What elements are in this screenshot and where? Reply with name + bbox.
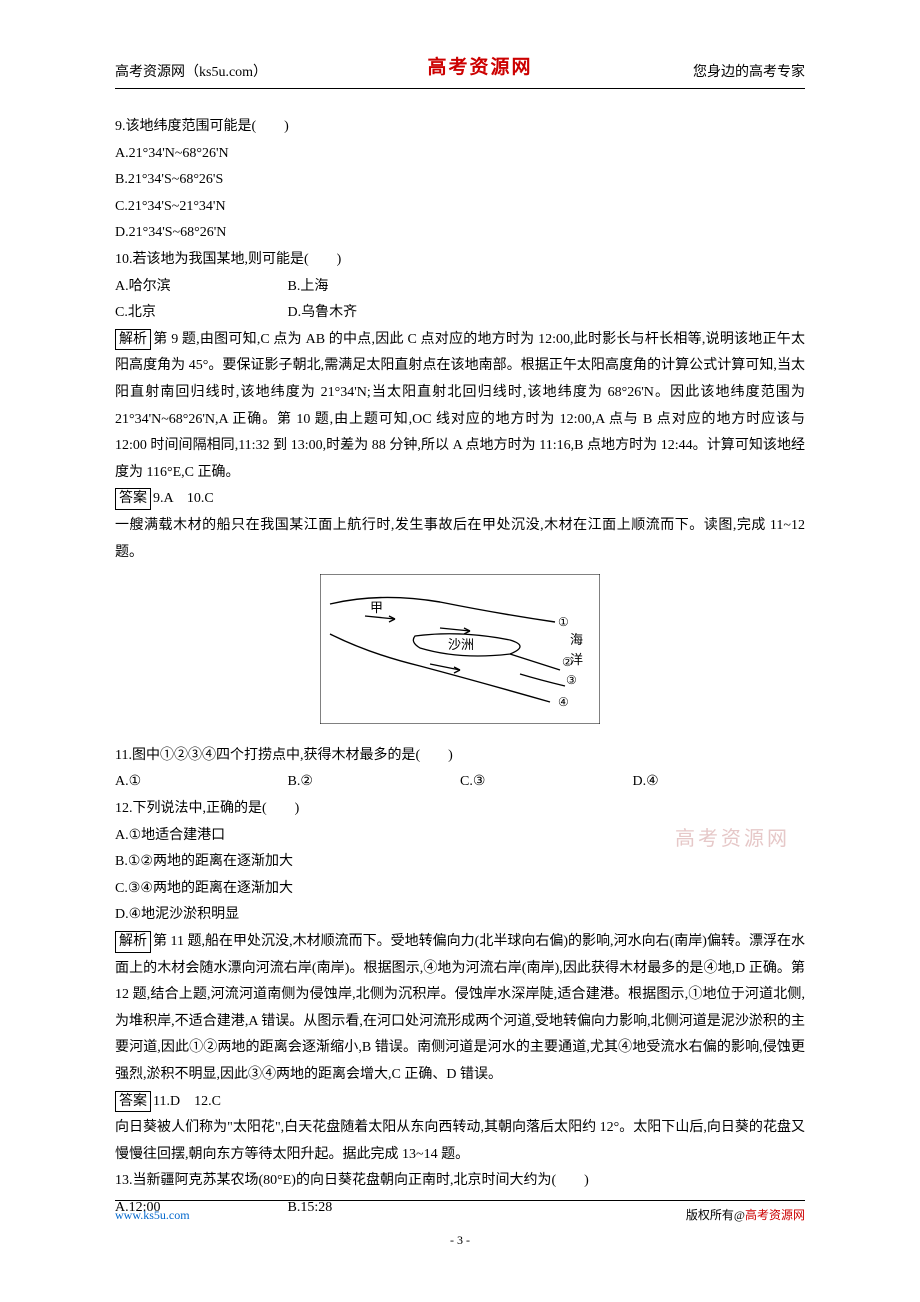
label-shazhou: 沙洲 bbox=[448, 637, 474, 652]
answer-11-12-text: 11.D 12.C bbox=[153, 1094, 221, 1109]
explain-label: 解析 bbox=[115, 329, 151, 351]
q10-option-b: B.上海 bbox=[288, 274, 461, 301]
q9-option-d: D.21°34'S~68°26'N bbox=[115, 220, 805, 247]
header-right: 您身边的高考专家 bbox=[693, 60, 805, 87]
q9-option-c: C.21°34'S~21°34'N bbox=[115, 194, 805, 221]
q11-stem: 11.图中①②③④四个打捞点中,获得木材最多的是( ) bbox=[115, 743, 805, 770]
label-p2: ② bbox=[562, 655, 573, 669]
q10-option-d: D.乌鲁木齐 bbox=[288, 300, 461, 327]
q12-option-b: B.①②两地的距离在逐渐加大 bbox=[115, 849, 805, 876]
q12-option-a: A.①地适合建港口 bbox=[115, 823, 805, 850]
explain-label-2: 解析 bbox=[115, 931, 151, 953]
q10-option-c: C.北京 bbox=[115, 300, 288, 327]
q11-option-d: D.④ bbox=[633, 769, 806, 796]
q12-option-c: C.③④两地的距离在逐渐加大 bbox=[115, 876, 805, 903]
q11-option-c: C.③ bbox=[460, 769, 633, 796]
q10-option-a: A.哈尔滨 bbox=[115, 274, 288, 301]
river-diagram: 甲 沙洲 海 洋 ① ② ③ ④ bbox=[115, 574, 805, 735]
page-footer: www.ks5u.com 版权所有@高考资源网 - 3 - bbox=[115, 1200, 805, 1252]
footer-url: www.ks5u.com bbox=[115, 1204, 190, 1227]
answer-9-10-text: 9.A 10.C bbox=[153, 491, 214, 506]
q9-stem: 9.该地纬度范围可能是( ) bbox=[115, 114, 805, 141]
page-header: 高考资源网（ks5u.com） 高考资源网 您身边的高考专家 bbox=[115, 50, 805, 89]
q10-row2: C.北京 D.乌鲁木齐 bbox=[115, 300, 805, 327]
label-p3: ③ bbox=[566, 673, 577, 687]
q13-stem: 13.当新疆阿克苏某农场(80°E)的向日葵花盘朝向正南时,北京时间大约为( ) bbox=[115, 1168, 805, 1195]
answer-label: 答案 bbox=[115, 488, 151, 510]
q9-option-b: B.21°34'S~68°26'S bbox=[115, 167, 805, 194]
label-p1: ① bbox=[558, 615, 569, 629]
footer-page-number: - 3 - bbox=[115, 1229, 805, 1252]
q12-stem: 12.下列说法中,正确的是( ) bbox=[115, 796, 805, 823]
explain-11-12: 解析第 11 题,船在甲处沉没,木材顺流而下。受地转偏向力(北半球向右偏)的影响… bbox=[115, 929, 805, 1089]
content: 9.该地纬度范围可能是( ) A.21°34'N~68°26'N B.21°34… bbox=[115, 114, 805, 1221]
label-jia: 甲 bbox=[370, 600, 383, 615]
explain-9-10: 解析第 9 题,由图可知,C 点为 AB 的中点,因此 C 点对应的地方时为 1… bbox=[115, 327, 805, 487]
q11-option-b: B.② bbox=[288, 769, 461, 796]
q10-row1: A.哈尔滨 B.上海 bbox=[115, 274, 805, 301]
label-hai: 海 bbox=[570, 632, 583, 647]
label-p4: ④ bbox=[558, 695, 569, 709]
q11-options: A.① B.② C.③ D.④ bbox=[115, 769, 805, 796]
q10-stem: 10.若该地为我国某地,则可能是( ) bbox=[115, 247, 805, 274]
river-svg: 甲 沙洲 海 洋 ① ② ③ ④ bbox=[320, 574, 600, 724]
passage-11-12: 一艘满载木材的船只在我国某江面上航行时,发生事故后在甲处沉没,木材在江面上顺流而… bbox=[115, 513, 805, 566]
explain-11-12-text: 第 11 题,船在甲处沉没,木材顺流而下。受地转偏向力(北半球向右偏)的影响,河… bbox=[115, 934, 805, 1082]
explain-9-10-text: 第 9 题,由图可知,C 点为 AB 的中点,因此 C 点对应的地方时为 12:… bbox=[115, 332, 805, 480]
footer-copyright: 版权所有@高考资源网 bbox=[686, 1204, 805, 1227]
q9-option-a: A.21°34'N~68°26'N bbox=[115, 141, 805, 168]
q11-option-a: A.① bbox=[115, 769, 288, 796]
passage-13-14: 向日葵被人们称为"太阳花",白天花盘随着太阳从东向西转动,其朝向落后太阳约 12… bbox=[115, 1115, 805, 1168]
answer-label-2: 答案 bbox=[115, 1091, 151, 1113]
answer-11-12: 答案11.D 12.C bbox=[115, 1089, 805, 1116]
header-left: 高考资源网（ks5u.com） bbox=[115, 60, 267, 87]
q12-option-d: D.④地泥沙淤积明显 bbox=[115, 902, 805, 929]
answer-9-10: 答案9.A 10.C bbox=[115, 486, 805, 513]
header-center-logo: 高考资源网 bbox=[428, 50, 533, 86]
